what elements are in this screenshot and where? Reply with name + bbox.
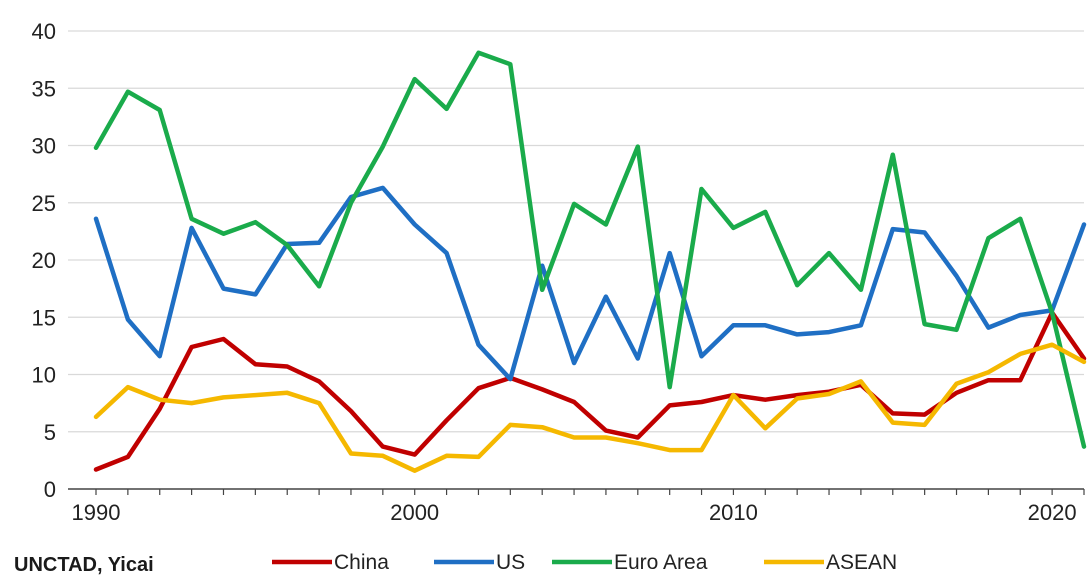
series-line-us	[93, 185, 1087, 382]
y-tick-label: 40	[32, 19, 56, 44]
y-tick-label: 10	[32, 363, 56, 388]
legend-label: China	[334, 551, 389, 574]
legend-label: ASEAN	[826, 551, 897, 574]
x-tick-label: 1990	[72, 500, 121, 525]
series-line-euro-area	[93, 50, 1087, 449]
source-label: UNCTAD, Yicai	[14, 554, 154, 576]
legend-label: US	[496, 551, 525, 574]
y-tick-label: 15	[32, 305, 56, 330]
x-tick-label: 2000	[390, 500, 439, 525]
legend-label: Euro Area	[614, 551, 708, 574]
y-tick-label: 35	[32, 76, 56, 101]
series-line-asean	[93, 342, 1087, 473]
y-tick-label: 5	[44, 420, 56, 445]
series-lines	[93, 50, 1087, 473]
y-tick-label: 25	[32, 191, 56, 216]
y-tick-label: 0	[44, 477, 56, 502]
x-tick-label: 2020	[1028, 500, 1077, 525]
legend: China US Euro Area ASEAN	[272, 551, 897, 574]
x-tick-label: 2010	[709, 500, 758, 525]
y-tick-label: 20	[32, 248, 56, 273]
y-tick-label: 30	[32, 134, 56, 159]
x-axis	[68, 488, 1085, 495]
y-axis-tick-labels: 0 5 10 15 20 25 30 35 40	[32, 19, 56, 502]
series-line-china	[93, 310, 1087, 472]
x-axis-tick-labels: 1990 2000 2010 2020	[72, 500, 1077, 525]
